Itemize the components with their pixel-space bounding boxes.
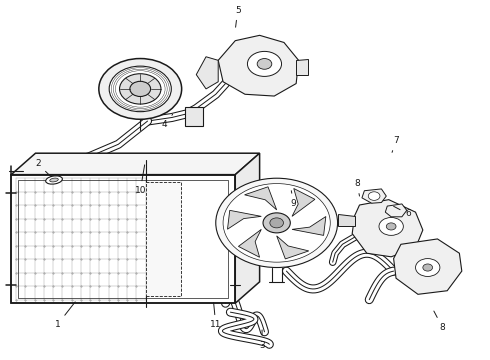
Polygon shape [362, 189, 386, 203]
Polygon shape [11, 175, 235, 303]
Circle shape [368, 192, 380, 201]
Polygon shape [338, 214, 355, 226]
Polygon shape [196, 57, 218, 89]
Text: 4: 4 [162, 114, 172, 129]
Text: 8: 8 [354, 179, 360, 196]
Circle shape [257, 59, 272, 69]
Circle shape [223, 184, 330, 262]
Ellipse shape [49, 178, 58, 182]
Polygon shape [296, 59, 308, 75]
Text: 5: 5 [235, 6, 241, 27]
Circle shape [130, 81, 150, 96]
Polygon shape [292, 188, 315, 216]
Polygon shape [235, 153, 260, 303]
Polygon shape [277, 236, 309, 259]
Circle shape [99, 59, 182, 119]
Text: 10: 10 [134, 165, 146, 195]
Text: 11: 11 [210, 302, 221, 329]
Bar [185, 107, 202, 126]
Ellipse shape [46, 176, 62, 184]
Circle shape [263, 213, 290, 233]
Text: 3: 3 [259, 330, 265, 350]
Polygon shape [245, 187, 277, 210]
Bar [146, 182, 181, 296]
Text: 8: 8 [434, 311, 445, 332]
Text: 2: 2 [35, 159, 50, 176]
Circle shape [416, 258, 440, 276]
Polygon shape [239, 229, 261, 257]
Polygon shape [218, 35, 298, 96]
Polygon shape [11, 153, 260, 175]
Circle shape [270, 218, 284, 228]
Polygon shape [292, 216, 326, 235]
Circle shape [120, 74, 161, 104]
Polygon shape [227, 210, 261, 229]
Circle shape [247, 51, 282, 76]
Polygon shape [393, 239, 462, 294]
Text: 6: 6 [393, 206, 411, 219]
Polygon shape [385, 204, 407, 217]
Circle shape [216, 178, 338, 267]
Circle shape [109, 66, 172, 112]
Circle shape [379, 217, 403, 235]
Text: 9: 9 [291, 191, 296, 208]
Text: 1: 1 [54, 302, 75, 329]
Text: 7: 7 [392, 136, 399, 152]
Circle shape [423, 264, 433, 271]
Polygon shape [352, 200, 423, 257]
Circle shape [386, 223, 396, 230]
